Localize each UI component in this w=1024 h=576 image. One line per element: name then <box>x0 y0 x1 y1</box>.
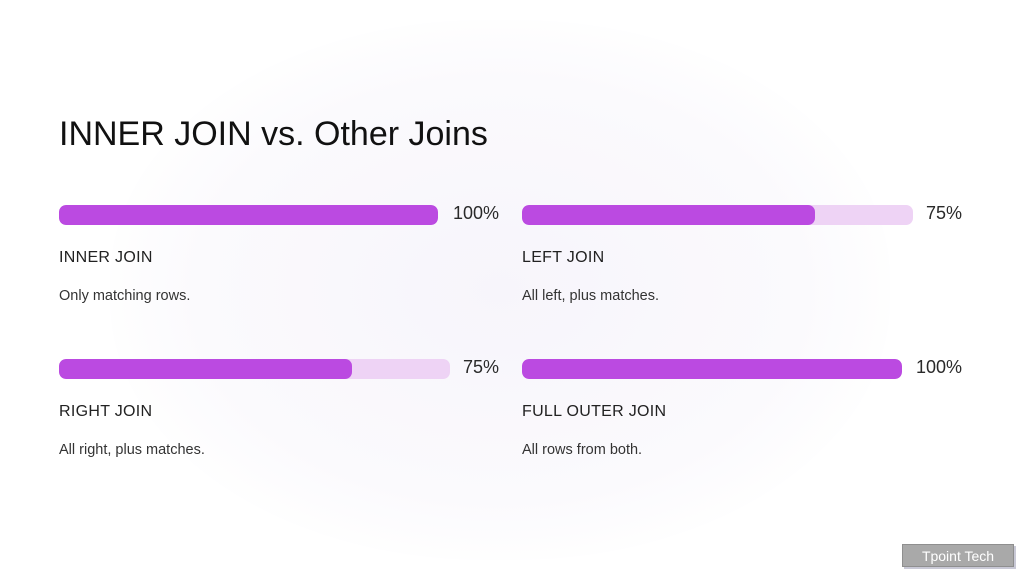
progress-track <box>59 359 450 379</box>
join-description: All right, plus matches. <box>59 442 205 458</box>
progress-percent: 100% <box>452 203 499 223</box>
progress-percent: 75% <box>462 357 499 377</box>
brand-badge: Tpoint Tech <box>902 544 1014 567</box>
progress-track <box>59 205 438 225</box>
join-card-full-outer: 100% FULL OUTER JOIN All rows from both. <box>522 354 962 464</box>
slide-title: INNER JOIN vs. Other Joins <box>59 115 488 153</box>
progress-fill <box>59 205 438 225</box>
join-name: RIGHT JOIN <box>59 403 153 420</box>
join-name: FULL OUTER JOIN <box>522 403 667 420</box>
join-card-inner: 100% INNER JOIN Only matching rows. <box>59 200 499 310</box>
progress-track <box>522 205 913 225</box>
join-description: All left, plus matches. <box>522 288 659 304</box>
progress-fill <box>59 359 353 379</box>
progress-row: 100% <box>522 354 962 384</box>
progress-row: 75% <box>59 354 499 384</box>
join-description: All rows from both. <box>522 442 643 458</box>
progress-row: 75% <box>522 200 962 230</box>
join-name: LEFT JOIN <box>522 249 605 266</box>
progress-row: 100% <box>59 200 499 230</box>
progress-percent: 75% <box>925 203 962 223</box>
slide-backdrop <box>110 20 890 560</box>
join-description: Only matching rows. <box>59 288 191 304</box>
join-card-right: 75% RIGHT JOIN All right, plus matches. <box>59 354 499 464</box>
progress-fill <box>522 205 816 225</box>
progress-fill <box>522 359 902 379</box>
join-card-left: 75% LEFT JOIN All left, plus matches. <box>522 200 962 310</box>
join-name: INNER JOIN <box>59 249 153 266</box>
progress-percent: 100% <box>915 357 962 377</box>
progress-track <box>522 359 902 379</box>
